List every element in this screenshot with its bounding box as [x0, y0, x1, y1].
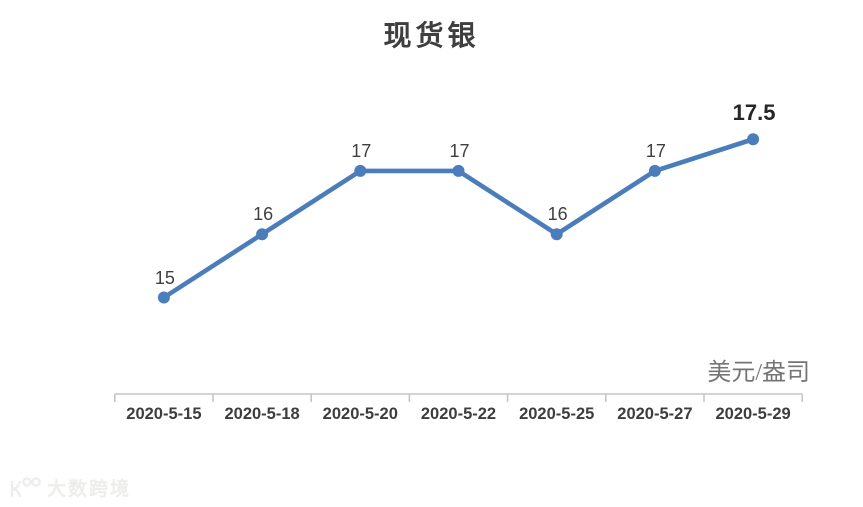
- data-point-label: 17: [449, 140, 470, 161]
- data-point-marker: [256, 228, 269, 241]
- data-point-marker: [354, 164, 367, 177]
- x-axis-label: 2020-5-29: [715, 405, 791, 423]
- data-point-label: 17.5: [732, 100, 776, 126]
- data-point-marker: [648, 164, 661, 177]
- chart-title: 现货银: [383, 21, 480, 52]
- data-point-marker: [452, 164, 465, 177]
- data-point-label: 16: [253, 204, 274, 225]
- data-point-label: 17: [645, 140, 666, 161]
- x-axis-label: 2020-5-22: [420, 405, 497, 423]
- data-point-marker: [157, 291, 170, 304]
- data-point-label: 15: [154, 267, 175, 288]
- watermark-logo-icon: [10, 476, 41, 497]
- data-point-marker: [747, 133, 760, 146]
- watermark: 大数跨境: [8, 474, 131, 501]
- x-axis-label: 2020-5-15: [126, 405, 202, 423]
- unit-label: 美元/盎司: [707, 360, 810, 386]
- data-point-label: 17: [351, 140, 372, 161]
- x-axis-label: 2020-5-20: [322, 405, 398, 423]
- data-point-marker: [550, 228, 563, 241]
- watermark-text: 大数跨境: [47, 479, 132, 500]
- x-axis-label: 2020-5-18: [224, 405, 300, 423]
- x-axis-label: 2020-5-25: [519, 405, 595, 423]
- x-axis-label: 2020-5-27: [617, 405, 693, 423]
- data-point-label: 16: [547, 204, 568, 225]
